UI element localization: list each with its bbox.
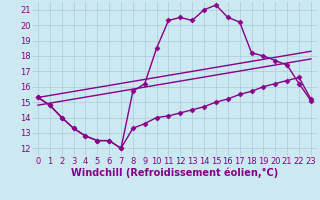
X-axis label: Windchill (Refroidissement éolien,°C): Windchill (Refroidissement éolien,°C) xyxy=(71,168,278,178)
